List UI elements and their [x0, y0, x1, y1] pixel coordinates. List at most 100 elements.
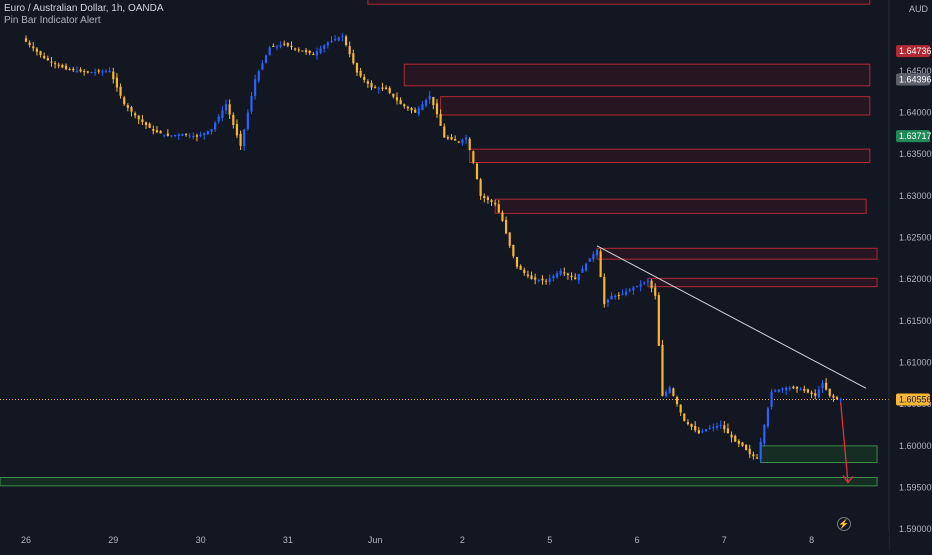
candle[interactable]	[435, 103, 439, 115]
candle[interactable]	[130, 107, 133, 112]
candle[interactable]	[243, 129, 246, 147]
candle[interactable]	[464, 137, 468, 140]
candle[interactable]	[279, 45, 282, 47]
candle[interactable]	[523, 269, 526, 273]
candle[interactable]	[155, 130, 159, 133]
candle[interactable]	[457, 141, 460, 143]
candle[interactable]	[741, 442, 744, 446]
candle[interactable]	[319, 48, 322, 53]
trendline[interactable]	[596, 245, 867, 389]
candle[interactable]	[134, 113, 137, 116]
candle[interactable]	[268, 47, 271, 56]
candle[interactable]	[272, 45, 275, 47]
candle[interactable]	[625, 291, 628, 295]
candle[interactable]	[646, 280, 650, 282]
candle[interactable]	[519, 265, 522, 270]
candle[interactable]	[264, 55, 268, 63]
candle[interactable]	[501, 212, 504, 221]
candle[interactable]	[472, 151, 475, 163]
candle[interactable]	[177, 134, 180, 136]
candle[interactable]	[548, 278, 551, 282]
candle[interactable]	[494, 202, 497, 205]
candle[interactable]	[661, 344, 664, 396]
candle[interactable]	[174, 135, 177, 136]
candle[interactable]	[217, 116, 220, 122]
candle[interactable]	[250, 95, 253, 112]
candle[interactable]	[665, 391, 668, 396]
supply-zone[interactable]	[367, 0, 871, 5]
candle[interactable]	[639, 284, 642, 287]
candle[interactable]	[726, 428, 730, 434]
candle[interactable]	[363, 76, 366, 80]
candle[interactable]	[86, 71, 89, 73]
candle[interactable]	[239, 133, 242, 146]
candle[interactable]	[585, 263, 588, 271]
lightning-icon[interactable]: ⚡	[837, 517, 851, 531]
candle[interactable]	[199, 134, 202, 136]
candle[interactable]	[555, 273, 559, 278]
candle[interactable]	[530, 275, 533, 280]
candle[interactable]	[94, 71, 97, 73]
candle[interactable]	[75, 70, 79, 72]
forecast-arrow[interactable]	[840, 402, 849, 483]
candle[interactable]	[32, 46, 35, 49]
candle[interactable]	[246, 112, 249, 129]
candle[interactable]	[39, 51, 42, 55]
candle[interactable]	[504, 219, 508, 234]
candle[interactable]	[603, 276, 606, 305]
candle[interactable]	[730, 434, 733, 438]
candle[interactable]	[254, 79, 257, 97]
candle[interactable]	[785, 387, 788, 391]
supply-zone[interactable]	[403, 63, 871, 87]
candle[interactable]	[803, 388, 806, 391]
candle[interactable]	[635, 285, 639, 287]
candle[interactable]	[152, 129, 155, 131]
candle[interactable]	[705, 429, 708, 432]
candle[interactable]	[83, 71, 86, 73]
candle[interactable]	[606, 300, 610, 303]
candle[interactable]	[559, 270, 562, 275]
candle[interactable]	[828, 388, 831, 396]
supply-zone[interactable]	[440, 96, 871, 116]
candle[interactable]	[43, 55, 46, 59]
candle[interactable]	[101, 71, 104, 73]
candle[interactable]	[341, 35, 344, 37]
candle[interactable]	[395, 97, 399, 101]
candle[interactable]	[715, 426, 719, 428]
candle[interactable]	[79, 69, 82, 72]
candle[interactable]	[50, 61, 53, 63]
candle[interactable]	[294, 48, 297, 50]
candle[interactable]	[781, 388, 784, 390]
candle[interactable]	[388, 87, 391, 93]
candle[interactable]	[297, 49, 300, 51]
supply-zone[interactable]	[647, 277, 878, 288]
candle[interactable]	[806, 389, 810, 393]
candle[interactable]	[737, 440, 740, 444]
candle[interactable]	[195, 135, 199, 137]
candle[interactable]	[286, 43, 289, 46]
candle[interactable]	[108, 70, 111, 72]
candle[interactable]	[224, 104, 228, 111]
candle[interactable]	[766, 408, 770, 427]
candle[interactable]	[526, 274, 529, 277]
candle[interactable]	[614, 295, 617, 298]
candle[interactable]	[123, 97, 126, 105]
supply-zone[interactable]	[469, 148, 871, 164]
candle[interactable]	[814, 393, 817, 396]
candle[interactable]	[752, 454, 755, 457]
candle[interactable]	[384, 87, 388, 90]
candle[interactable]	[770, 391, 773, 407]
candle[interactable]	[479, 179, 482, 196]
candle[interactable]	[428, 95, 431, 100]
candle[interactable]	[308, 50, 311, 54]
candle[interactable]	[257, 71, 260, 81]
candle[interactable]	[832, 395, 835, 398]
candle[interactable]	[119, 86, 122, 96]
candle[interactable]	[694, 425, 697, 431]
candle[interactable]	[446, 137, 449, 139]
candle[interactable]	[166, 133, 169, 136]
candle[interactable]	[381, 87, 384, 89]
candle[interactable]	[352, 53, 355, 64]
